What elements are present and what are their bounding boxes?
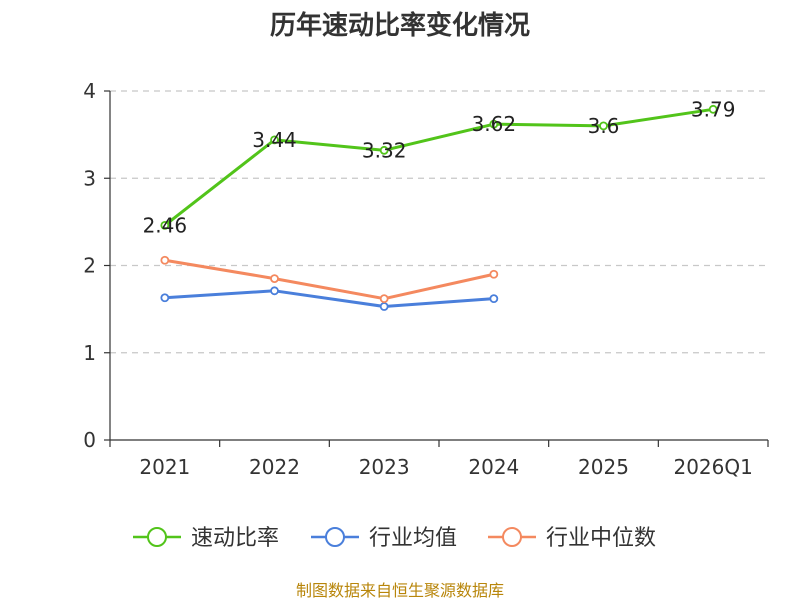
y-tick-label-0: 0: [83, 428, 96, 452]
point-s2-1: [270, 274, 279, 283]
x-tick-label-0: 2021: [139, 455, 190, 479]
point-s1-0: [160, 293, 170, 303]
point-s2-2: [379, 294, 389, 304]
point-s0-5: [708, 104, 718, 114]
data-label-2: 3.32: [362, 138, 407, 162]
y-tick-label-3: 3: [83, 166, 96, 190]
data-label-0: 2.46: [143, 213, 188, 237]
legend-marker-2[interactable]: [502, 527, 522, 547]
x-tick-label-5: 2026Q1: [673, 455, 752, 479]
chart-title: 历年速动比率变化情况: [270, 10, 530, 41]
series-group: [160, 104, 718, 311]
legend-label-1[interactable]: 行业均值: [369, 526, 457, 551]
axes: 0 1 2 3 4 2021 2022 2023 2024 2025 2026Q1: [83, 79, 769, 479]
data-labels: 2.46 3.44 3.32 3.62 3.6 3.79: [143, 97, 736, 237]
point-s1-3: [489, 294, 499, 304]
series-line-0: [163, 107, 714, 227]
point-s1-2: [379, 302, 389, 311]
y-tick-label-2: 2: [83, 254, 96, 278]
point-s0-0: [160, 220, 170, 230]
x-tick-label-4: 2025: [578, 455, 629, 479]
legend[interactable]: 速动比率 行业均值 行业中位数: [133, 526, 656, 551]
data-label-5: 3.79: [691, 97, 736, 121]
legend-marker-0[interactable]: [147, 527, 167, 547]
x-tick-label-2: 2023: [359, 455, 410, 479]
series-line-2: [164, 258, 495, 301]
point-s0-2: [379, 145, 389, 155]
legend-label-2[interactable]: 行业中位数: [546, 526, 656, 551]
data-label-1: 3.44: [252, 128, 297, 152]
point-s0-1: [270, 135, 279, 145]
x-tick-label-1: 2022: [249, 455, 300, 479]
point-s0-3: [489, 119, 499, 129]
series-line-1: [164, 289, 494, 309]
legend-label-0[interactable]: 速动比率: [191, 526, 279, 551]
legend-marker-1[interactable]: [325, 527, 345, 547]
grid-lines: [110, 90, 768, 354]
data-label-4: 3.6: [588, 114, 620, 138]
x-tick-label-3: 2024: [468, 455, 519, 479]
point-s2-0: [160, 255, 170, 265]
point-s0-4: [599, 121, 608, 131]
y-tick-label-1: 1: [83, 341, 96, 365]
data-label-3: 3.62: [472, 112, 517, 136]
y-tick-label-4: 4: [83, 79, 96, 103]
source-note: 制图数据来自恒生聚源数据库: [296, 581, 504, 600]
point-s1-1: [270, 286, 279, 296]
point-s2-3: [489, 269, 499, 279]
